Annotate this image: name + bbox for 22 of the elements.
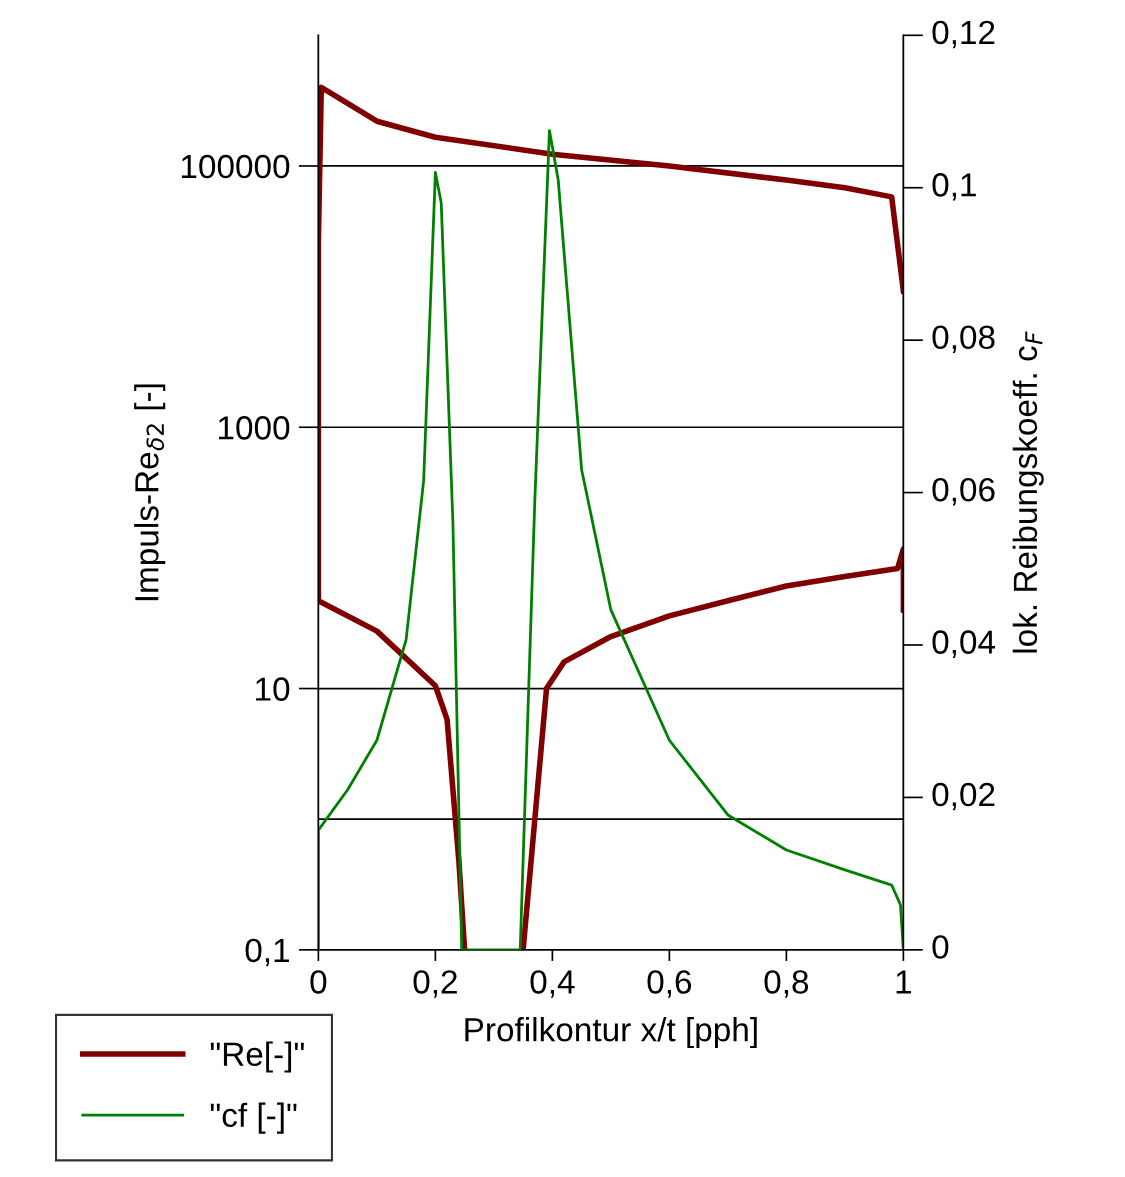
x-tick-label: 0,8 bbox=[764, 970, 809, 998]
x-tick-label: 0,4 bbox=[530, 970, 575, 998]
y-tick-label: 1000 bbox=[218, 416, 290, 440]
y-tick-label: 10 bbox=[256, 677, 290, 701]
y2-tick-label: 0,08 bbox=[932, 325, 995, 354]
y2-tick-label: 0,06 bbox=[932, 477, 995, 506]
y2-tick-label: 0,04 bbox=[932, 630, 996, 658]
x-tick-label: 0 bbox=[310, 970, 327, 994]
y2-tick-label: 0,1 bbox=[932, 173, 976, 201]
y-tick-label: 100000 bbox=[181, 154, 290, 179]
legend-label: "Re[-]" bbox=[210, 1041, 304, 1073]
legend-label: "cf [-]" bbox=[210, 1102, 297, 1134]
x-tick-label: 1 bbox=[896, 970, 912, 994]
x-axis-title: Profilkontur x/t [pph] bbox=[465, 1017, 757, 1049]
y-tick-label: 0,1 bbox=[245, 938, 289, 967]
x-tick-label: 0,6 bbox=[647, 970, 692, 998]
y2-tick-label: 0,02 bbox=[932, 782, 995, 811]
y2-tick-label: 0 bbox=[932, 935, 949, 959]
x-tick-label: 0,2 bbox=[413, 970, 457, 998]
y2-axis-title: lok. Reibungskoeff. c$_{F}$ bbox=[1012, 331, 1044, 653]
y2-tick-label: 0,12 bbox=[932, 20, 995, 49]
y-axis-title: Impuls-Re$_{δ2}$ [-] bbox=[134, 384, 166, 601]
